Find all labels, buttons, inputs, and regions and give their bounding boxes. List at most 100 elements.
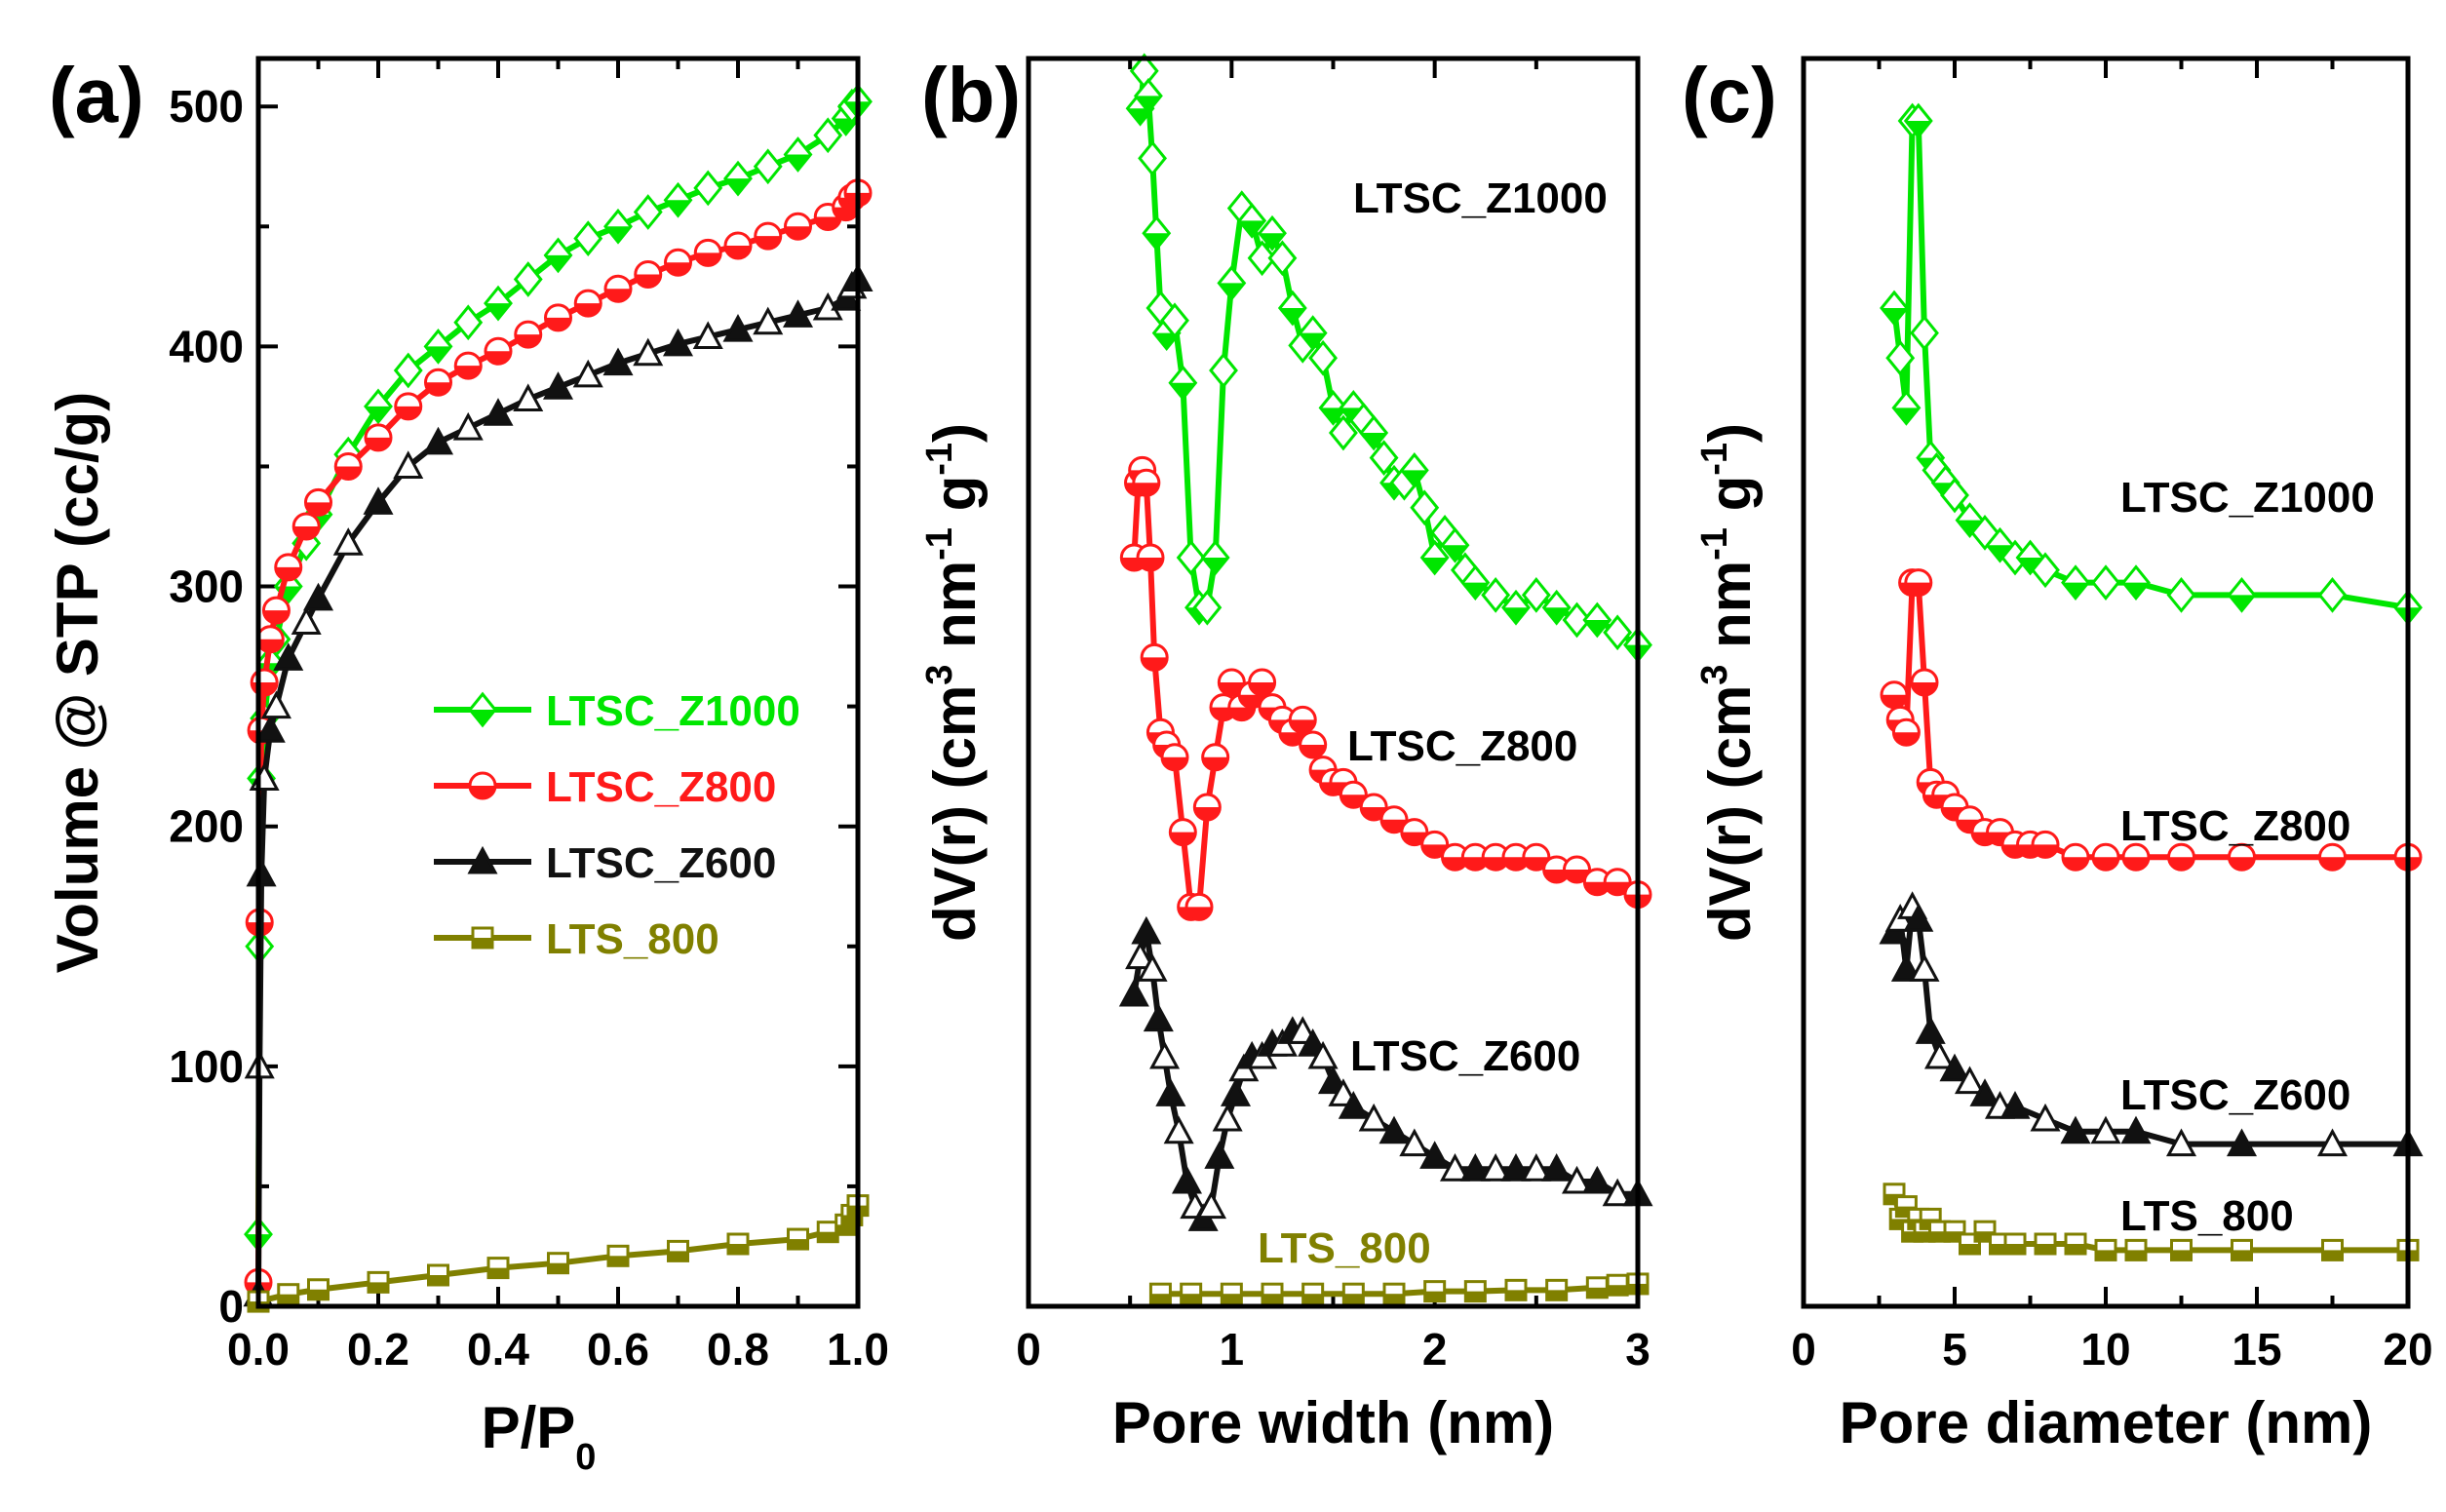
x-tick-label: 0.4 [467, 1324, 529, 1375]
data-point-fill [1912, 682, 1937, 695]
data-point-fill [1546, 1290, 1567, 1300]
data-point-fill [668, 1251, 688, 1261]
data-point-fill [665, 200, 691, 216]
data-point [363, 486, 394, 515]
series-LTSC_Z600 [1879, 891, 2424, 1157]
data-point-fill [1523, 857, 1549, 871]
data-point-fill [1584, 620, 1611, 636]
legend-item: LTS_800 [434, 915, 719, 963]
data-point-fill [1442, 857, 1468, 871]
data-point [1940, 477, 1969, 514]
data-point [1399, 1128, 1430, 1157]
data-point-fill [425, 382, 451, 396]
data-point-fill [2017, 558, 2043, 573]
data-point-fill [1975, 1231, 1995, 1242]
legend-label: LTSC_Z800 [546, 763, 776, 811]
data-point-fill [1503, 607, 1529, 624]
data-point [1562, 601, 1592, 639]
data-point [1500, 1153, 1532, 1182]
data-point-fill [1133, 483, 1159, 496]
data-point [2091, 564, 2120, 601]
data-point-fill [608, 1256, 628, 1266]
data-point-fill [1150, 1294, 1171, 1304]
x-axis-title: Pore diameter (nm) [1840, 1390, 2373, 1455]
data-point-fill [818, 1231, 838, 1242]
data-point [722, 314, 754, 342]
x-tick-label: 0.2 [347, 1324, 409, 1375]
y-axis-title-part: nm [922, 561, 988, 665]
data-point [1155, 1078, 1186, 1106]
x-tick-label: 20 [2383, 1324, 2432, 1375]
y-axis-title-main: dV(r) (cm [1697, 685, 1763, 942]
data-point-fill [1219, 682, 1245, 696]
data-point-fill [1957, 520, 1983, 536]
data-point-fill [1239, 694, 1265, 708]
data-point [513, 261, 543, 297]
data-point-fill [841, 1215, 862, 1225]
data-point-fill [1361, 433, 1387, 448]
data-point [602, 347, 634, 376]
data-point-fill [335, 466, 362, 480]
plot-frame [1026, 56, 1641, 1309]
data-point-fill [2096, 1250, 2116, 1260]
data-point-fill [635, 274, 661, 288]
legend-label: LTSC_Z600 [546, 839, 776, 887]
data-point-fill [1584, 881, 1611, 895]
data-point [1267, 240, 1298, 277]
data-point [291, 606, 322, 635]
y-axis-title-main: dV(r) (cm [922, 685, 988, 942]
data-point [453, 304, 484, 341]
data-point [1915, 1016, 1946, 1044]
data-point-fill [2036, 1244, 2055, 1254]
data-point-fill [1194, 807, 1221, 820]
y-axis-title-part: -1 [919, 527, 960, 561]
data-point-fill [2229, 857, 2255, 871]
data-point-fill [1138, 558, 1163, 570]
data-point-fill [575, 303, 602, 317]
data-point-fill [263, 610, 290, 624]
y-axis-title: dV(r) (cm3 nm-1 g-1) [1694, 423, 1763, 942]
data-point [452, 411, 484, 441]
data-point [692, 321, 723, 350]
data-point-fill [1142, 657, 1168, 671]
data-point [2166, 577, 2196, 613]
y-axis-title-part: 3 [919, 665, 960, 685]
data-point [1909, 953, 1940, 982]
data-point-fill [2232, 1250, 2252, 1260]
legend-item: LTSC_Z800 [434, 763, 776, 811]
legend-label: LTS_800 [546, 915, 719, 963]
series-label: LTS_800 [2120, 1192, 2294, 1240]
data-point-fill [1262, 1294, 1282, 1304]
data-point-fill [1608, 1285, 1628, 1296]
data-point-fill [1279, 732, 1305, 746]
data-point-fill [1462, 857, 1489, 871]
x-tick-label: 0.6 [587, 1324, 649, 1375]
data-point [483, 398, 514, 426]
x-tick-label: 3 [1625, 1324, 1650, 1375]
plot-frame [1801, 56, 2411, 1309]
y-axis-title-part: -1 [1694, 527, 1735, 561]
data-point [1410, 489, 1440, 526]
data-point [513, 383, 544, 412]
data-point-fill [2168, 857, 2194, 871]
data-point [1369, 440, 1399, 476]
data-point-fill [1902, 1231, 1922, 1242]
x-tick-label: 0.8 [707, 1324, 769, 1375]
data-point-fill [1249, 682, 1275, 696]
data-point-fill [1384, 1294, 1404, 1304]
data-point-fill [725, 178, 751, 195]
data-point-fill [605, 289, 631, 302]
data-point [782, 299, 814, 328]
data-point-fill [725, 246, 751, 258]
data-point [2030, 1103, 2061, 1132]
data-point-fill [515, 334, 541, 348]
data-point-fill [1905, 121, 1931, 136]
data-point-fill [308, 1289, 329, 1299]
data-point [422, 426, 454, 455]
data-point-fill [1587, 1287, 1608, 1298]
data-point-fill [1170, 382, 1196, 399]
data-point [1561, 1165, 1593, 1194]
data-point-fill [2322, 1250, 2343, 1260]
y-axis-title-part: g [922, 476, 988, 527]
data-point-fill [695, 252, 721, 266]
